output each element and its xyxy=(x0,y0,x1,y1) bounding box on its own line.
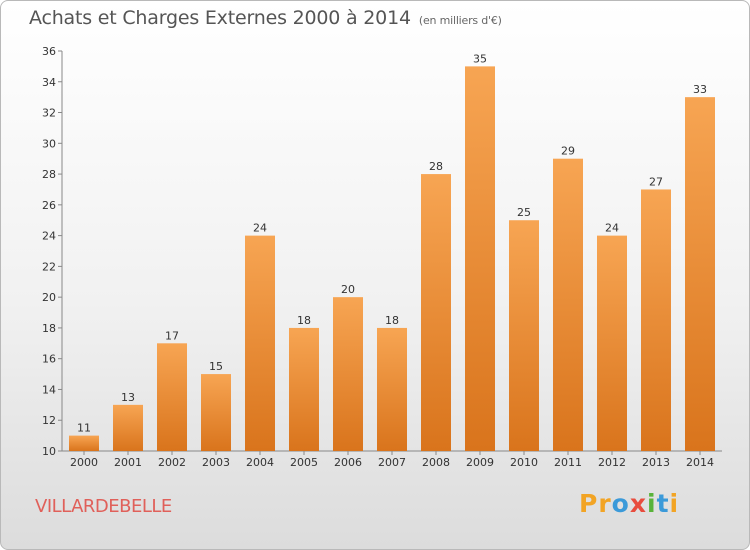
data-label: 35 xyxy=(473,52,487,65)
bar xyxy=(421,174,451,452)
x-tick-label: 2002 xyxy=(158,456,186,469)
data-label: 15 xyxy=(209,360,223,373)
y-tick-label: 18 xyxy=(42,322,56,335)
data-label: 18 xyxy=(297,314,311,327)
x-tick-label: 2012 xyxy=(598,456,626,469)
y-tick-label: 34 xyxy=(42,76,56,89)
chart-subtitle: (en milliers d'€) xyxy=(418,14,502,27)
data-label: 13 xyxy=(121,391,135,404)
bar xyxy=(553,158,583,451)
y-tick-label: 28 xyxy=(42,168,56,181)
x-tick-label: 2009 xyxy=(466,456,494,469)
data-label: 28 xyxy=(429,160,443,173)
data-label: 27 xyxy=(649,175,663,188)
commune-name: VILLARDEBELLE xyxy=(35,496,172,517)
y-tick-label: 12 xyxy=(42,414,56,427)
bar xyxy=(289,327,319,451)
bar xyxy=(377,327,407,451)
bar xyxy=(245,235,275,451)
chart-title-text: Achats et Charges Externes 2000 à 2014 xyxy=(29,7,411,29)
chart-title: Achats et Charges Externes 2000 à 2014 (e… xyxy=(29,7,502,29)
x-tick-label: 2014 xyxy=(686,456,714,469)
x-tick-label: 2006 xyxy=(334,456,362,469)
x-tick-label: 2007 xyxy=(378,456,406,469)
y-tick-label: 10 xyxy=(42,445,56,458)
logo-letter: i xyxy=(669,489,680,518)
data-label: 25 xyxy=(517,206,531,219)
bar xyxy=(69,435,99,451)
data-label: 18 xyxy=(385,314,399,327)
y-axis: 10 12 14 16 18 20 22 24 26 28 30 32 34 36 xyxy=(42,45,63,458)
data-label: 24 xyxy=(253,222,267,235)
data-label: 33 xyxy=(693,83,707,96)
bar xyxy=(685,97,715,452)
bar xyxy=(465,66,495,451)
y-tick-label: 36 xyxy=(42,45,56,58)
proxiti-logo[interactable]: Proxiti xyxy=(579,489,679,518)
x-tick-label: 2001 xyxy=(114,456,142,469)
x-tick-label: 2013 xyxy=(642,456,670,469)
data-label: 20 xyxy=(341,283,355,296)
x-tick-label: 2003 xyxy=(202,456,230,469)
y-tick-label: 16 xyxy=(42,353,56,366)
logo-letter: i xyxy=(647,489,657,518)
bar xyxy=(641,189,671,451)
x-tick-label: 2008 xyxy=(422,456,450,469)
logo-letter: x xyxy=(629,489,647,518)
y-tick-label: 22 xyxy=(42,260,56,273)
bar xyxy=(201,374,231,451)
x-axis: 2000 2001 2002 2003 2004 2005 2006 2007 2008 2009… xyxy=(62,450,722,469)
data-label: 17 xyxy=(165,329,179,342)
y-tick-label: 30 xyxy=(42,137,56,150)
x-tick-label: 2010 xyxy=(510,456,538,469)
x-tick-label: 2000 xyxy=(70,456,98,469)
y-tick-label: 32 xyxy=(42,107,56,120)
y-tick-label: 14 xyxy=(42,383,56,396)
bar xyxy=(509,220,539,451)
x-tick-label: 2011 xyxy=(554,456,582,469)
x-tick-label: 2005 xyxy=(290,456,318,469)
data-label: 11 xyxy=(77,422,91,435)
y-tick-label: 20 xyxy=(42,291,56,304)
logo-letter: t xyxy=(656,489,670,518)
data-labels-group: 11 13 17 15 24 18 20 18 28 35 25 29 24 27 33 xyxy=(77,52,707,434)
logo-letter: r xyxy=(598,489,612,518)
bar xyxy=(157,343,187,451)
y-tick-label: 24 xyxy=(42,230,56,243)
data-label: 24 xyxy=(605,222,619,235)
y-tick-label: 26 xyxy=(42,199,56,212)
bar xyxy=(333,297,363,451)
data-label: 29 xyxy=(561,145,575,158)
x-tick-label: 2004 xyxy=(246,456,274,469)
bars-group xyxy=(69,66,715,452)
logo-letter: P xyxy=(579,489,599,518)
bar xyxy=(597,235,627,451)
bar xyxy=(113,404,143,451)
logo-letter: o xyxy=(611,489,630,518)
